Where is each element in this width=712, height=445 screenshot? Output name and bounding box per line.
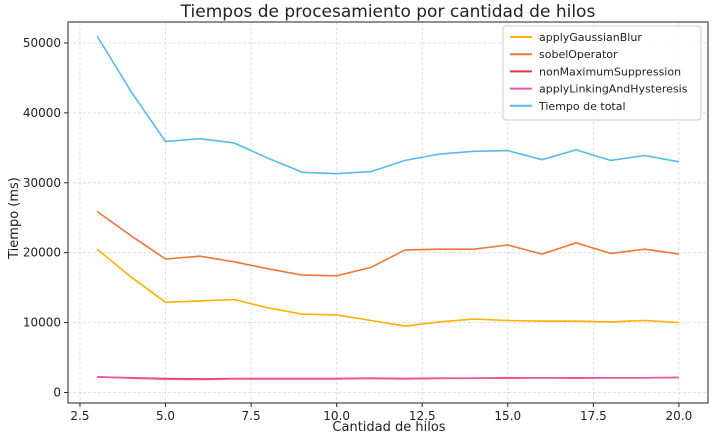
series-lines	[96, 35, 680, 381]
x-tick-label: 7.5	[242, 409, 261, 423]
x-axis-title: Cantidad de hilos	[332, 420, 445, 435]
x-tick-label: 20.0	[666, 409, 693, 423]
plot-frame	[67, 21, 709, 404]
legend-label: Tiempo de total	[538, 100, 626, 113]
series-line	[96, 248, 679, 327]
series-line	[96, 35, 680, 175]
series-line	[97, 376, 679, 381]
chart-title: Tiempos de procesamiento por cantidad de…	[180, 2, 596, 22]
x-tick-label: 12.5	[409, 409, 436, 423]
legend-box	[502, 25, 702, 121]
legend-label: nonMaximumSuppression	[539, 65, 681, 78]
y-tick-label: 20000	[23, 246, 61, 260]
y-tick-label: 30000	[23, 176, 61, 190]
series-line	[96, 210, 680, 277]
y-axis-title: Tiempo (ms)	[7, 177, 22, 260]
legend-label: sobelOperator	[539, 48, 618, 61]
y-tick-label: 40000	[23, 106, 61, 120]
y-tick-label: 10000	[23, 316, 61, 330]
x-tick-label: 10.0	[323, 409, 350, 423]
y-tick-label: 0	[53, 386, 61, 400]
x-tick-label: 17.5	[580, 409, 607, 423]
axes: 2.5 5.0 7.5 10.0 12.5 15.0 17.5 20.0 0 10000 20000…	[23, 21, 709, 423]
x-tick-label: 2.5	[70, 409, 89, 423]
legend-label: applyGaussianBlur	[539, 31, 642, 44]
x-tick-label: 15.0	[494, 409, 521, 423]
y-tick-label: 50000	[23, 36, 61, 50]
x-tick-label: 5.0	[156, 409, 175, 423]
legend-label: applyLinkingAndHysteresis	[539, 83, 688, 96]
legend: applyGaussianBlur sobelOperator nonMaximum…	[502, 25, 702, 121]
